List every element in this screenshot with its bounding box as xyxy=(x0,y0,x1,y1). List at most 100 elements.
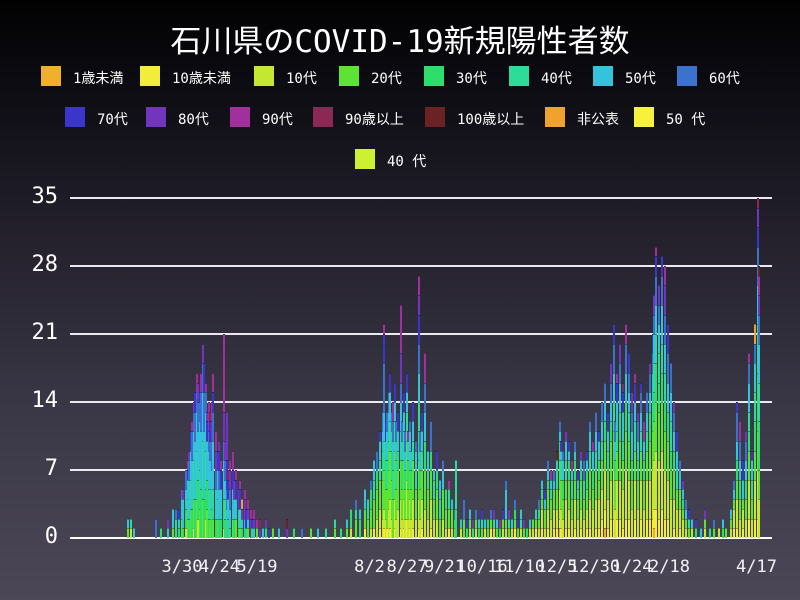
bar-segment xyxy=(732,489,735,500)
bar-segment xyxy=(564,460,567,480)
bar-segment xyxy=(627,411,630,441)
y-tick-label: 28 xyxy=(31,252,59,277)
bar-segment xyxy=(405,440,408,480)
bar-segment xyxy=(732,508,735,529)
bar-segment xyxy=(426,450,429,471)
bar-segment xyxy=(414,470,417,490)
bar-segment xyxy=(669,421,672,451)
bar-segment xyxy=(618,479,621,519)
bar-segment xyxy=(390,431,393,451)
bar xyxy=(261,528,264,538)
legend-swatch xyxy=(313,107,333,127)
bar-segment xyxy=(585,450,588,461)
bar xyxy=(167,518,169,538)
bar-segment xyxy=(555,508,558,529)
bar-segment xyxy=(399,402,402,432)
bar xyxy=(633,372,636,538)
bar xyxy=(251,518,253,538)
bar-segment xyxy=(579,479,582,509)
legend-label: 50 代 xyxy=(666,112,706,128)
bar-segment xyxy=(429,450,432,471)
bar-segment xyxy=(215,518,217,538)
bar-segment xyxy=(560,460,562,480)
bar-segment xyxy=(167,518,169,529)
bar xyxy=(555,450,558,538)
bar-segment xyxy=(744,440,747,461)
bar-segment xyxy=(278,528,280,538)
bar-segment xyxy=(239,508,241,529)
bar-segment xyxy=(588,499,591,529)
x-tick-label: 3/30 xyxy=(161,557,203,577)
x-tick-label: 4/24 xyxy=(199,557,240,577)
bar-segment xyxy=(209,440,211,461)
bar xyxy=(204,382,207,538)
bar-segment xyxy=(489,518,492,529)
bar xyxy=(396,411,399,538)
bar-segment xyxy=(402,499,405,529)
bar-segment xyxy=(404,450,406,471)
bar-segment xyxy=(240,528,243,538)
bar-segment xyxy=(186,460,189,471)
bar-segment xyxy=(653,392,655,422)
bar-segment xyxy=(627,372,630,393)
bar xyxy=(501,508,504,538)
bar-segment xyxy=(194,499,196,538)
bar-segment xyxy=(188,479,190,519)
bar-segment xyxy=(660,275,663,305)
bar xyxy=(407,431,409,538)
bar-segment xyxy=(618,343,621,364)
bar-segment xyxy=(675,450,678,471)
bar-segment xyxy=(339,528,342,538)
bar-segment xyxy=(603,470,606,509)
bar xyxy=(645,392,648,538)
bar-segment xyxy=(237,508,240,529)
bar xyxy=(227,470,229,538)
bar xyxy=(435,450,438,538)
bar-segment xyxy=(219,470,222,490)
bar-segment xyxy=(182,489,184,500)
bar-segment xyxy=(192,411,195,432)
bar-segment xyxy=(573,479,576,500)
bar xyxy=(185,470,187,538)
bar-segment xyxy=(741,508,744,529)
bar-segment xyxy=(660,450,663,509)
x-tick-label: 2/18 xyxy=(649,557,690,577)
bar-segment xyxy=(654,508,657,538)
bar-segment xyxy=(603,508,606,529)
bar xyxy=(534,508,537,538)
bar-segment xyxy=(567,479,570,509)
bar-segment xyxy=(354,518,357,538)
bar-segment xyxy=(126,528,129,538)
bar-segment xyxy=(201,499,204,538)
bar-segment xyxy=(713,528,715,538)
bar-segment xyxy=(630,479,633,509)
bar-segment xyxy=(531,528,534,538)
bar xyxy=(591,440,594,538)
bar-segment xyxy=(219,489,222,519)
bar-segment xyxy=(222,528,225,538)
bar-segment xyxy=(489,528,492,538)
bar xyxy=(672,402,675,538)
bar-segment xyxy=(453,528,456,538)
bar-segment xyxy=(410,450,412,471)
bar-segment xyxy=(206,411,208,422)
bar-segment xyxy=(579,528,582,538)
bar-segment xyxy=(419,470,421,490)
legend-label: 1歳未満 xyxy=(73,71,124,87)
bar xyxy=(429,421,432,538)
bar xyxy=(243,489,246,538)
bar-segment xyxy=(522,528,525,538)
bar-segment xyxy=(666,479,669,519)
bar-segment xyxy=(654,450,657,509)
bar-segment xyxy=(387,508,390,538)
bar-segment xyxy=(501,518,504,529)
bar-segment xyxy=(459,518,462,529)
bar-segment xyxy=(195,499,198,538)
bar-segment xyxy=(401,489,403,519)
bar-segment xyxy=(389,372,391,393)
bar-segment xyxy=(606,470,609,500)
bar-segment xyxy=(735,528,738,538)
bar-segment xyxy=(426,470,429,490)
bar-segment xyxy=(369,528,372,538)
bar-segment xyxy=(188,518,190,538)
